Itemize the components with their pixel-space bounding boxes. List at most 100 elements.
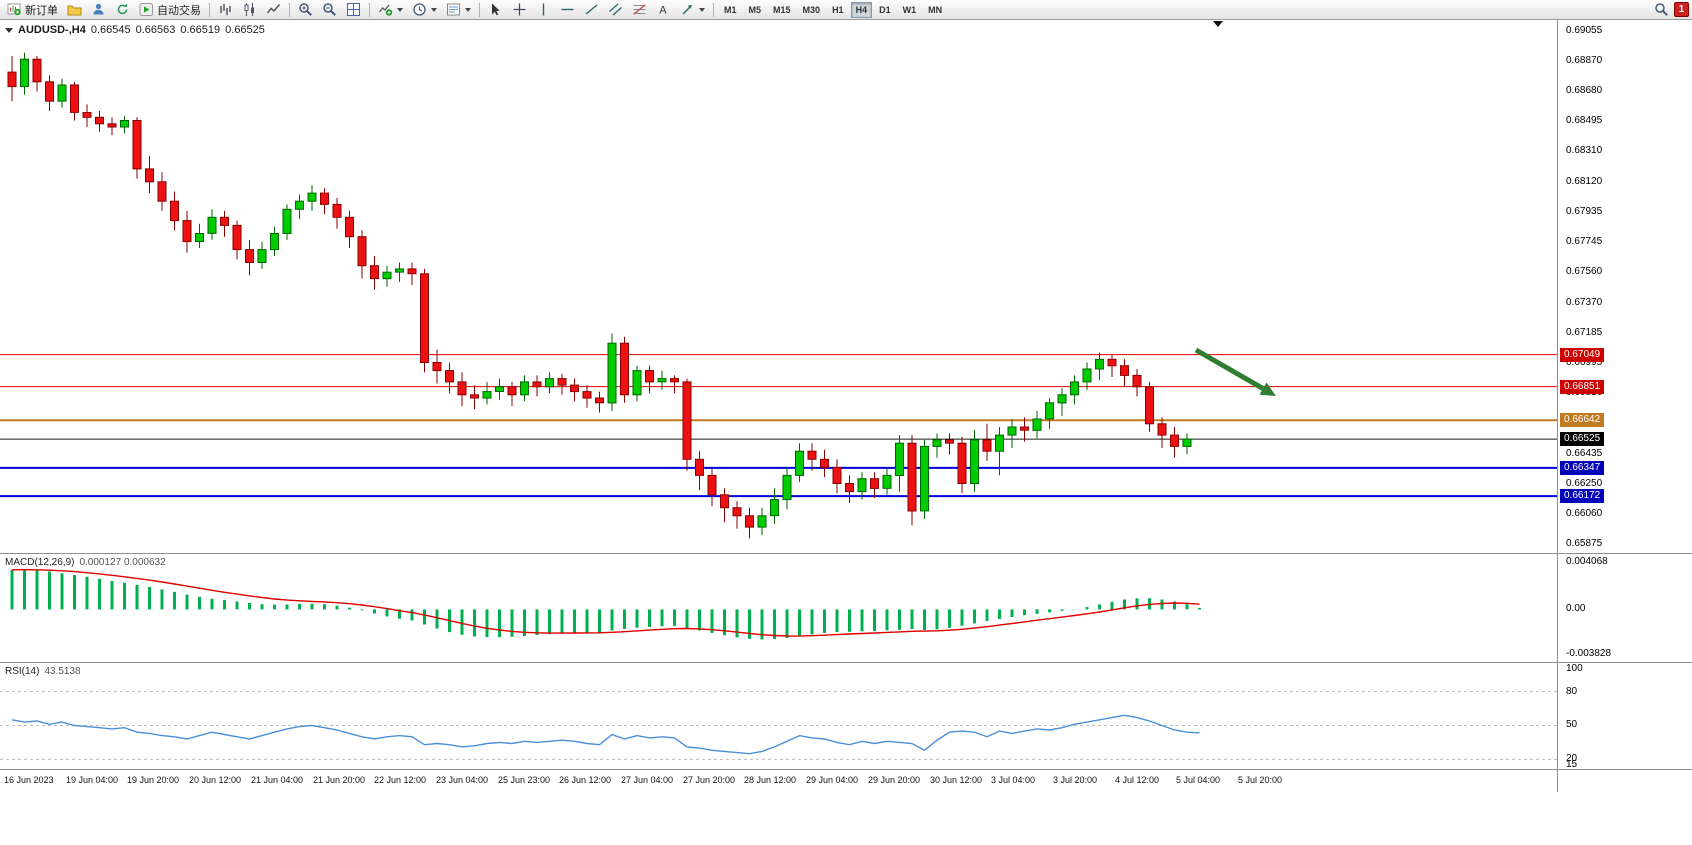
time-axis-label: 23 Jun 04:00 (436, 775, 489, 785)
cursor-tool-button[interactable] (484, 1, 507, 19)
time-axis-label: 30 Jun 12:00 (930, 775, 983, 785)
price-axis-label: 0.68870 (1566, 55, 1603, 66)
timeframe-m30-button[interactable]: M30 (802, 4, 821, 15)
horizontal-line-icon (560, 2, 575, 17)
rsi-plot[interactable]: RSI(14) 43.5138 (0, 663, 1557, 769)
new-order-label: 新订单 (25, 4, 58, 17)
text-tool-button[interactable]: A (652, 1, 675, 19)
price-axis-label: 0.66435 (1566, 448, 1603, 459)
price-tag: 0.66347 (1560, 461, 1605, 475)
main-toolbar: 新订单 自动交易 A (0, 0, 1692, 20)
toolbar-separator (209, 2, 210, 17)
time-axis-label: 28 Jun 12:00 (744, 775, 797, 785)
timeframe-d1-button[interactable]: D1 (879, 4, 891, 15)
zoom-in-button[interactable] (294, 1, 317, 19)
time-axis-label: 16 Jun 2023 (4, 775, 54, 785)
timeframe-mn-button[interactable]: MN (928, 4, 943, 15)
periods-dropdown-caret (431, 7, 437, 12)
candlestick-chart[interactable] (0, 20, 1557, 553)
crosshair-icon (512, 2, 527, 17)
auto-trading-label: 自动交易 (157, 4, 201, 17)
tile-windows-button[interactable] (342, 1, 365, 19)
time-axis-label: 29 Jun 20:00 (868, 775, 921, 785)
templates-dropdown-caret (465, 7, 471, 12)
profiles-button[interactable] (63, 1, 86, 19)
price-chart-plot[interactable]: AUDUSD-,H4 0.66545 0.66563 0.66519 0.665… (0, 20, 1557, 553)
macd-axis-label: 0.00 (1566, 603, 1586, 614)
price-axis-label: 0.68310 (1566, 145, 1603, 156)
rsi-axis-label: 50 (1566, 719, 1578, 730)
time-axis-label: 27 Jun 20:00 (683, 775, 736, 785)
price-axis-label: 0.67935 (1566, 206, 1603, 217)
price-axis-label: 0.67370 (1566, 297, 1603, 308)
candlestick-mode-button[interactable] (238, 1, 261, 19)
crosshair-tool-button[interactable] (508, 1, 531, 19)
time-axis-label: 25 Jun 23:00 (498, 775, 551, 785)
trendline-icon (584, 2, 599, 17)
refresh-icon (115, 2, 130, 17)
trendline-tool-button[interactable] (580, 1, 603, 19)
rsi-chart (0, 691, 1557, 760)
rsi-axis[interactable]: 100 80 50 20 15 (1557, 663, 1691, 770)
macd-signal-line (11, 568, 1200, 637)
search-button[interactable] (1650, 1, 1673, 19)
macd-chart (10, 568, 1201, 640)
time-axis-label: 3 Jul 20:00 (1053, 775, 1098, 785)
price-axis[interactable]: 0.69055 0.68870 0.68680 0.68495 0.68310 0.681… (1557, 20, 1691, 553)
line-chart-mode-button[interactable] (262, 1, 285, 19)
time-axis-label: 26 Jun 12:00 (559, 775, 612, 785)
auto-trading-button[interactable]: 自动交易 (135, 1, 205, 19)
annotation-arrow[interactable] (1194, 347, 1276, 396)
toolbar-separator (479, 2, 480, 17)
notification-badge[interactable]: 1 (1674, 2, 1689, 17)
macd-histogram (10, 569, 1201, 640)
time-axis-label: 5 Jul 04:00 (1176, 775, 1221, 785)
timeframe-h1-button[interactable]: H1 (832, 4, 844, 15)
price-tag: 0.66851 (1560, 380, 1605, 394)
macd-plot[interactable]: MACD(12,26,9) 0.000127 0.000632 (0, 554, 1557, 662)
candles (7, 52, 1192, 539)
chart-shift-marker[interactable] (1213, 21, 1223, 27)
timeframe-m5-button[interactable]: M5 (748, 4, 762, 15)
new-order-icon (7, 2, 22, 17)
price-axis-label: 0.66995 (1566, 357, 1603, 368)
market-watch-button[interactable] (87, 1, 110, 19)
new-order-button[interactable]: 新订单 (3, 1, 62, 19)
time-axis-label: 27 Jun 04:00 (621, 775, 674, 785)
folder-icon (67, 2, 82, 17)
toolbar-separator (289, 2, 290, 17)
price-tag: 0.66172 (1560, 489, 1605, 503)
fibonacci-tool-button[interactable] (628, 1, 651, 19)
rsi-value: 43.5138 (44, 666, 81, 677)
indicators-button[interactable] (374, 1, 407, 19)
price-axis-label: 0.68495 (1566, 115, 1603, 126)
vertical-line-tool-button[interactable] (532, 1, 555, 19)
periods-button[interactable] (408, 1, 441, 19)
channel-tool-button[interactable] (604, 1, 627, 19)
horizontal-lines[interactable] (0, 354, 1557, 498)
rsi-axis-label: 80 (1566, 686, 1578, 697)
chart-dropdown-icon[interactable] (5, 27, 13, 33)
bar-chart-mode-button[interactable] (214, 1, 237, 19)
fibonacci-icon (632, 2, 647, 17)
indicators-icon (378, 2, 393, 17)
time-axis[interactable]: 16 Jun 2023 19 Jun 04:00 19 Jun 20:00 20 Ju… (0, 770, 1557, 792)
refresh-button[interactable] (111, 1, 134, 19)
svg-text:A: A (659, 5, 667, 17)
ohlc-close: 0.66525 (225, 24, 265, 36)
timeframe-m15-button[interactable]: M15 (773, 4, 791, 15)
templates-button[interactable] (442, 1, 475, 19)
zoom-out-button[interactable] (318, 1, 341, 19)
chart-header: AUDUSD-,H4 0.66545 0.66563 0.66519 0.665… (5, 24, 265, 36)
rsi-line (11, 714, 1200, 755)
horizontal-line-tool-button[interactable] (556, 1, 579, 19)
macd-axis[interactable]: 0.004068 0.00 -0.003828 (1557, 554, 1691, 662)
arrows-tool-button[interactable] (676, 1, 709, 19)
arrows-dropdown-caret (699, 7, 705, 12)
price-axis-label: 0.68120 (1566, 176, 1603, 187)
timeframe-m1-button[interactable]: M1 (724, 4, 737, 15)
timeframe-h4-button[interactable]: H4 (850, 1, 873, 18)
timeframe-w1-button[interactable]: W1 (902, 4, 917, 15)
toolbar-separator (369, 2, 370, 17)
